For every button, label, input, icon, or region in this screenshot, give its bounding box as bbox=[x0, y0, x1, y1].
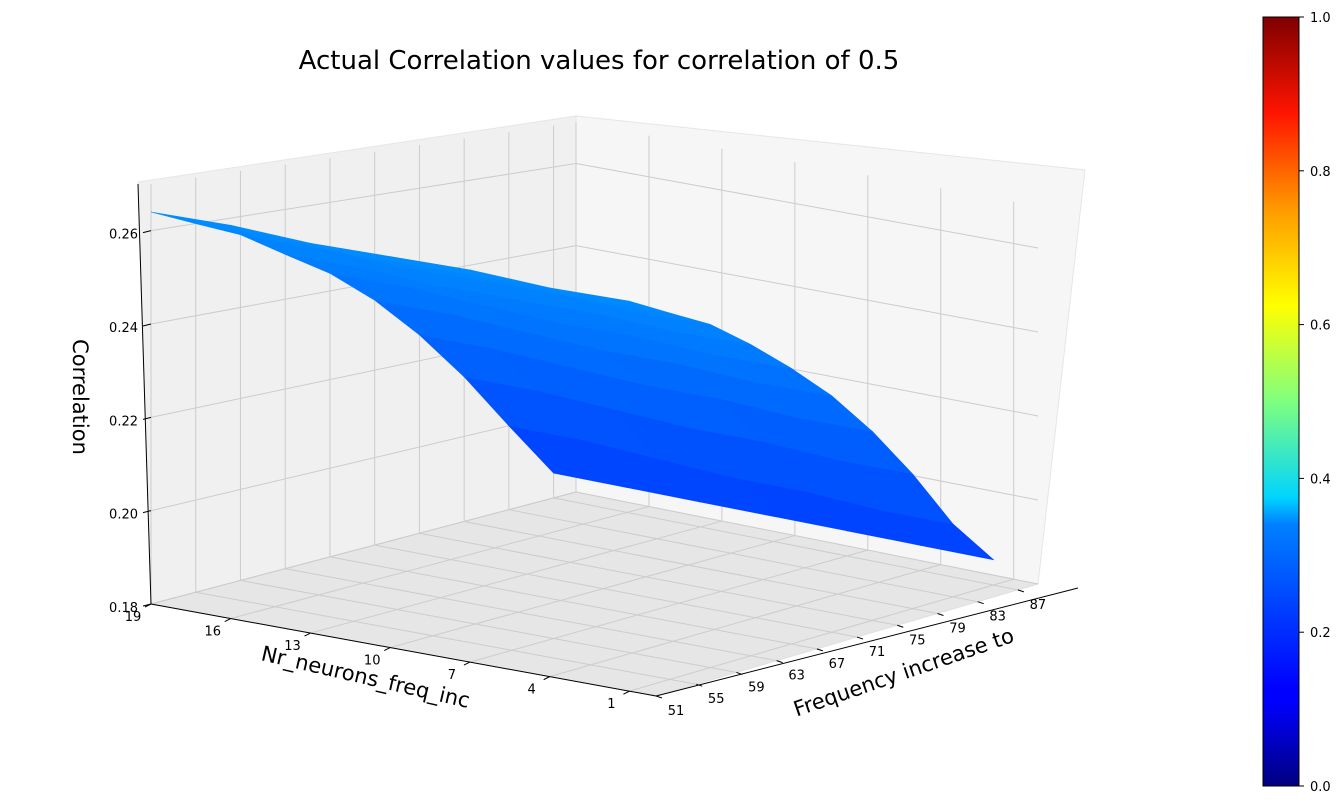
y-tick-mark bbox=[856, 636, 864, 640]
y-tick-mark bbox=[655, 695, 663, 699]
y-tick-label: 79 bbox=[949, 621, 966, 636]
colorbar-tick-label: 0.8 bbox=[1310, 165, 1331, 180]
x-tick-label: 10 bbox=[364, 654, 381, 669]
z-axis-line bbox=[137, 183, 152, 605]
x-tick-label: 1 bbox=[607, 697, 615, 712]
colorbar-tick-label: 0.2 bbox=[1310, 626, 1331, 641]
y-tick-label: 55 bbox=[708, 692, 725, 707]
chart-title: Actual Correlation values for correlatio… bbox=[299, 46, 900, 76]
grid-line-wall-z bbox=[575, 245, 1039, 333]
grid-line-floor-freq bbox=[419, 532, 898, 626]
grid-line-floor-freq bbox=[464, 520, 938, 614]
x-tick-mark bbox=[224, 618, 231, 622]
y-tick-label: 59 bbox=[748, 680, 765, 695]
y-tick-label: 83 bbox=[989, 610, 1006, 625]
z-tick-mark bbox=[142, 510, 152, 514]
z-tick-label: 0.24 bbox=[109, 321, 138, 336]
z-tick-label: 0.20 bbox=[109, 508, 138, 523]
y-tick-label: 71 bbox=[869, 645, 886, 660]
colorbar-ticks: 1.0 0.8 0.6 0.4 0.2 0.0 bbox=[1299, 11, 1331, 795]
x-tick-label: 13 bbox=[284, 639, 301, 654]
y-tick-label: 51 bbox=[668, 704, 685, 719]
colorbar bbox=[1262, 16, 1300, 787]
z-tick-label: 0.18 bbox=[109, 601, 138, 616]
grid-line-wall-z bbox=[575, 162, 1039, 249]
z-tick-mark bbox=[142, 323, 152, 327]
y-tick-mark bbox=[937, 612, 944, 616]
grid-line-floor-neurons bbox=[230, 506, 650, 620]
x-axis-line bbox=[150, 603, 657, 697]
y-tick-mark bbox=[816, 648, 824, 652]
x-tick-label: 16 bbox=[204, 625, 221, 640]
y-tick-mark bbox=[776, 660, 783, 664]
grid-line-floor-neurons bbox=[629, 578, 1014, 692]
grid-line-wall-z bbox=[150, 491, 577, 605]
colorbar-tick-label: 1.0 bbox=[1310, 11, 1331, 26]
y-tick-label: 87 bbox=[1030, 598, 1047, 613]
z-tick-mark bbox=[142, 230, 152, 234]
axes: 19 16 13 10 7 4 1 51 55 59 63 67 71 75 79 83 87 0.26 0.24 0… bbox=[109, 183, 1079, 719]
z-tick-label: 0.22 bbox=[109, 414, 138, 429]
grid-line-floor-freq bbox=[374, 544, 858, 638]
grid-line-floor-neurons bbox=[390, 535, 795, 649]
x-tick-mark bbox=[383, 647, 391, 652]
grid-line-floor-neurons bbox=[310, 520, 723, 634]
colorbar-tick-label: 0.6 bbox=[1310, 319, 1331, 334]
grid-line-wall-z bbox=[150, 409, 577, 512]
x-tick-label: 19 bbox=[125, 610, 142, 625]
grid-line-floor-freq bbox=[240, 579, 737, 673]
x-tick-mark bbox=[463, 661, 471, 666]
grid-line-wall-z bbox=[150, 162, 577, 232]
y-tick-label: 67 bbox=[829, 657, 846, 672]
grid-line-floor-neurons bbox=[549, 564, 941, 678]
grid-line-floor-freq bbox=[285, 568, 777, 662]
y-axis-line bbox=[655, 587, 1079, 697]
grid-line-floor-freq bbox=[508, 509, 978, 603]
grid-line-floor-freq bbox=[329, 556, 817, 650]
x-tick-mark bbox=[543, 676, 550, 681]
grid-line-floor-neurons bbox=[469, 549, 868, 663]
y-tick-mark bbox=[897, 624, 904, 628]
x-tick-label: 4 bbox=[528, 683, 536, 698]
z-tick-mark bbox=[142, 603, 152, 607]
z-tick-label: 0.26 bbox=[109, 228, 138, 243]
surface-plot bbox=[150, 211, 995, 561]
z-axis-label: Correlation bbox=[68, 339, 92, 455]
x-tick-mark bbox=[623, 690, 630, 695]
surface-facet bbox=[549, 287, 670, 314]
y-tick-label: 75 bbox=[909, 633, 926, 648]
grid-line-wall-z bbox=[575, 491, 1039, 585]
y-tick-mark bbox=[1017, 589, 1025, 593]
colorbar-tick-label: 0.4 bbox=[1310, 472, 1331, 487]
y-tick-mark bbox=[977, 601, 984, 605]
grid-line-floor-freq bbox=[195, 591, 697, 685]
grid-line-floor-freq bbox=[553, 497, 1018, 591]
colorbar-tick-label: 0.0 bbox=[1310, 780, 1331, 795]
x-tick-label: 7 bbox=[448, 668, 456, 683]
y-tick-label: 63 bbox=[788, 669, 805, 684]
x-tick-mark bbox=[304, 632, 311, 637]
z-tick-mark bbox=[142, 416, 152, 420]
